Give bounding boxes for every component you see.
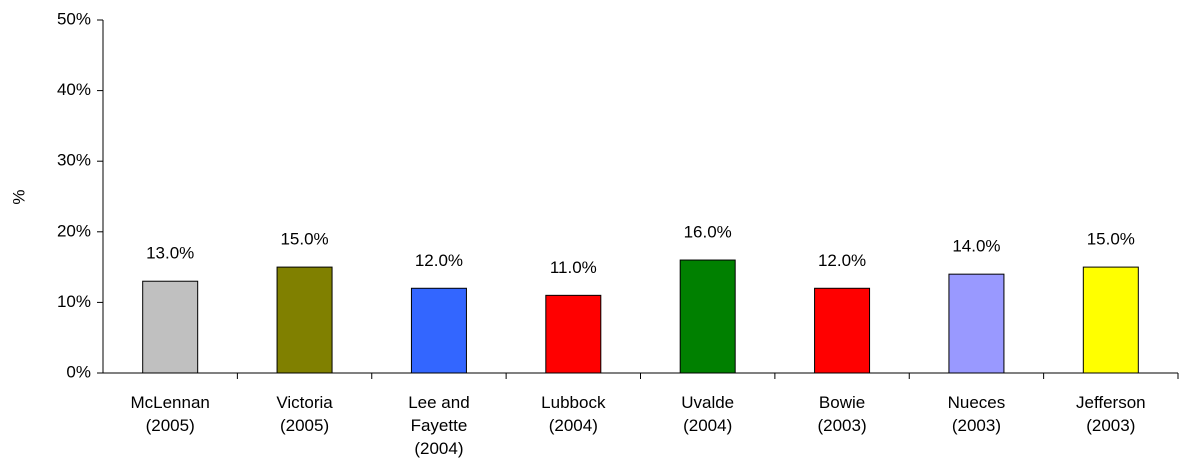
y-axis-label: % <box>9 189 28 204</box>
value-label: 13.0% <box>146 244 194 263</box>
x-tick-label: Jefferson (2003) <box>1076 393 1146 435</box>
value-label: 15.0% <box>1087 230 1135 249</box>
value-label: 14.0% <box>952 237 1000 256</box>
y-tick-label: 40% <box>57 80 91 99</box>
y-tick-label: 50% <box>57 9 91 28</box>
y-tick-label: 30% <box>57 151 91 170</box>
y-tick-label: 10% <box>57 292 91 311</box>
value-label: 16.0% <box>684 223 732 242</box>
bar <box>679 259 736 374</box>
bar <box>814 287 871 374</box>
x-tick-label: Bowie (2003) <box>817 393 866 435</box>
x-tick-label: Nueces (2003) <box>948 393 1006 435</box>
value-label: 12.0% <box>818 251 866 270</box>
bar <box>276 266 333 374</box>
value-label: 12.0% <box>415 251 463 270</box>
x-tick-label: Victoria (2005) <box>276 393 333 435</box>
x-tick-label: McLennan (2005) <box>130 393 209 435</box>
bar <box>948 273 1005 374</box>
value-label: 15.0% <box>280 230 328 249</box>
bar <box>545 294 602 374</box>
x-tick-label: Lee and Fayette (2004) <box>408 393 469 458</box>
bar <box>1082 266 1139 374</box>
x-tick-label: Uvalde (2004) <box>681 393 734 435</box>
value-label: 11.0% <box>550 258 597 277</box>
bar <box>410 287 467 374</box>
y-tick-label: 20% <box>57 221 91 240</box>
x-tick-label: Lubbock (2004) <box>541 393 606 435</box>
bar <box>142 280 199 374</box>
y-tick-label: 0% <box>66 362 91 381</box>
